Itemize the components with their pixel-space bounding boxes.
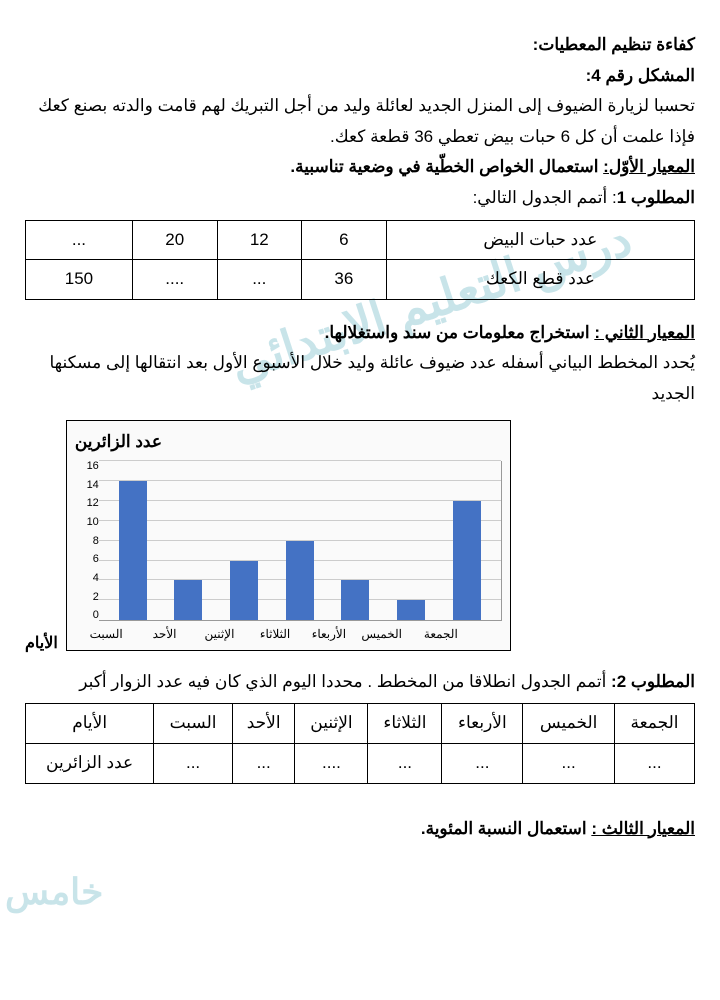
- task-2: المطلوب 2: أتمم الجدول انطلاقا من المخطط…: [25, 667, 695, 698]
- cell: 150: [26, 260, 133, 300]
- watermark-corner: خامس: [5, 860, 103, 925]
- cell: ...: [232, 743, 295, 783]
- bar: [286, 541, 314, 621]
- table-row: الجمعة الخميس الأربعاء الثلاثاء الإثنين …: [26, 704, 695, 744]
- x-label: الأحد: [151, 624, 179, 646]
- cell: ....: [132, 260, 217, 300]
- cell: 6: [302, 220, 387, 260]
- bar: [397, 600, 425, 620]
- row-header: عدد حبات البيض: [386, 220, 694, 260]
- chart-y-title: عدد الزائرين: [75, 427, 502, 458]
- cell: ...: [26, 220, 133, 260]
- bar: [341, 580, 369, 620]
- task-1-label: المطلوب 1: [617, 188, 695, 207]
- y-axis-ticks: 0246810121416: [75, 461, 99, 621]
- bar: [174, 580, 202, 620]
- task-2-text: أتمم الجدول انطلاقا من المخطط . محددا ال…: [79, 672, 611, 691]
- cell: ....: [295, 743, 368, 783]
- x-label: السبت: [95, 624, 123, 646]
- cell: الأربعاء: [442, 704, 523, 744]
- x-label: الثلاثاء: [262, 624, 290, 646]
- x-axis-labels: السبت الأحد الإثنين الثلاثاء الأربعاء الخميس ا…: [75, 621, 478, 646]
- cell: الأحد: [232, 704, 295, 744]
- chart-plot: [99, 461, 502, 621]
- criterion-1-text: استعمال الخواص الخطّية في وضعية تناسبية.: [290, 157, 603, 176]
- cell: 20: [132, 220, 217, 260]
- document-content: كفاءة تنظيم المعطيات: المشكل رقم 4: تحسب…: [25, 30, 695, 844]
- cell: ...: [368, 743, 442, 783]
- table-row: عدد قطع الكعك 36 ... .... 150: [26, 260, 695, 300]
- criterion-2: المعيار الثاني : استخراج معلومات من سند …: [25, 318, 695, 349]
- table-1: عدد حبات البيض 6 12 20 ... عدد قطع الكعك…: [25, 220, 695, 300]
- cell: ...: [523, 743, 615, 783]
- x-label: الإثنين: [206, 624, 234, 646]
- cell: السبت: [154, 704, 233, 744]
- criterion-2-label: المعيار الثاني :: [594, 323, 695, 342]
- row-header: عدد الزائرين: [26, 743, 154, 783]
- criterion-1: المعيار الأوّل: استعمال الخواص الخطّية ف…: [25, 152, 695, 183]
- cell: الخميس: [523, 704, 615, 744]
- row-header: عدد قطع الكعك: [386, 260, 694, 300]
- problem-title: المشكل رقم 4:: [25, 61, 695, 92]
- bar: [230, 561, 258, 621]
- x-label: الجمعة: [430, 624, 458, 646]
- bar: [119, 481, 147, 620]
- criterion-3: المعيار الثالث : استعمال النسبة المئوية.: [25, 814, 695, 845]
- cell: 36: [302, 260, 387, 300]
- x-label: الخميس: [374, 624, 402, 646]
- chart-x-title: الأيام: [25, 630, 58, 659]
- bar-chart: عدد الزائرين 0246810121416 السبت الأحد الإ…: [66, 420, 511, 651]
- row-header: الأيام: [26, 704, 154, 744]
- page-heading: كفاءة تنظيم المعطيات:: [25, 30, 695, 61]
- cell: الجمعة: [614, 704, 694, 744]
- intro-line-1: تحسبا لزيارة الضيوف إلى المنزل الجديد لع…: [25, 91, 695, 122]
- bars-container: [99, 461, 501, 620]
- intro-line-2: فإذا علمت أن كل 6 حبات بيض تعطي 36 قطعة …: [25, 122, 695, 153]
- task-1-text: : أتمم الجدول التالي:: [473, 188, 617, 207]
- cell: ...: [154, 743, 233, 783]
- table-2: الجمعة الخميس الأربعاء الثلاثاء الإثنين …: [25, 703, 695, 783]
- task-2-label: المطلوب 2:: [611, 672, 695, 691]
- bar: [453, 501, 481, 620]
- table-row: عدد حبات البيض 6 12 20 ...: [26, 220, 695, 260]
- task-1: المطلوب 1: أتمم الجدول التالي:: [25, 183, 695, 214]
- cell: ...: [217, 260, 302, 300]
- table-row: ... ... ... ... .... ... ... عدد الزائري…: [26, 743, 695, 783]
- criterion-2-text: استخراج معلومات من سند واستغلالها.: [325, 323, 595, 342]
- cell: الثلاثاء: [368, 704, 442, 744]
- criterion-3-text: استعمال النسبة المئوية.: [421, 819, 591, 838]
- criterion-1-label: المعيار الأوّل:: [603, 157, 695, 176]
- cell: ...: [614, 743, 694, 783]
- chart-intro: يُحدد المخطط البياني أسفله عدد ضيوف عائل…: [25, 348, 695, 409]
- cell: ...: [442, 743, 523, 783]
- cell: 12: [217, 220, 302, 260]
- criterion-3-label: المعيار الثالث :: [591, 819, 695, 838]
- cell: الإثنين: [295, 704, 368, 744]
- x-label: الأربعاء: [318, 624, 346, 646]
